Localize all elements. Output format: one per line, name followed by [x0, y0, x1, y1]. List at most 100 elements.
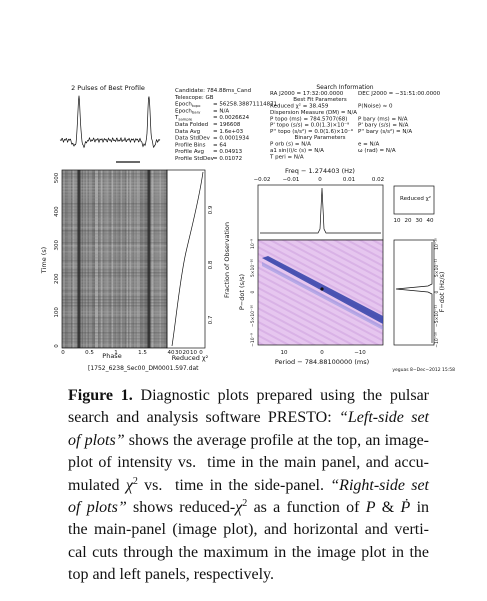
chi-tick: 10	[190, 350, 197, 356]
image-row	[62, 317, 167, 319]
image-stripe	[159, 170, 161, 348]
fraction-tick: 0.7	[208, 315, 214, 324]
freq-tick: −0.02	[254, 177, 271, 183]
info-name: Epoch	[175, 102, 192, 108]
image-row	[62, 236, 167, 238]
freq-tick: −0.01	[283, 177, 300, 183]
image-stripe	[116, 170, 118, 348]
info-row: Data StdDev	[175, 136, 211, 142]
image-row	[62, 314, 167, 316]
image-row	[62, 254, 167, 256]
caption-text: 2	[242, 498, 248, 510]
info-value: = 64	[213, 142, 227, 148]
info-name: Epoch	[175, 108, 192, 114]
image-row	[62, 272, 167, 274]
image-row	[62, 176, 167, 178]
search-row: e = N/A	[358, 142, 379, 148]
info-name: Data Avg	[175, 129, 200, 135]
period-tick: −10	[354, 350, 366, 356]
small-chi-tick: 30	[416, 218, 423, 224]
image-stripe	[74, 170, 76, 348]
pdot-tick: −5×10⁻¹⁰	[250, 305, 256, 327]
period-label: Period − 784.88100000 (ms)	[275, 358, 369, 366]
image-stripe	[105, 170, 107, 348]
info-row: Data Avg	[175, 129, 200, 135]
image-row	[62, 194, 167, 196]
image-stripe	[128, 170, 130, 348]
image-stripe	[140, 170, 142, 348]
image-stripe	[126, 170, 128, 348]
fraction-tick: 0.8	[208, 260, 214, 269]
filename: [1752_6238_Sec00_DM0001.597.dat	[88, 365, 199, 372]
image-row	[62, 191, 167, 193]
image-row	[62, 188, 167, 190]
fdot-tick: −5×10⁻¹¹	[434, 305, 440, 327]
image-stripe	[129, 170, 131, 348]
dec: DEC J2000 = −31:51:00.0000	[358, 91, 441, 97]
caption-text: in	[410, 499, 430, 517]
image-row	[62, 224, 167, 226]
image-stripe	[72, 170, 74, 348]
pulse-track	[147, 170, 151, 348]
image-row	[62, 170, 167, 172]
ra: RA J2000 = 17:32:00.0000	[270, 91, 344, 97]
image-stripe	[123, 170, 125, 348]
search-row: T peri = N/A	[269, 154, 304, 160]
fdot-tick: −10⁻¹⁰	[434, 332, 440, 348]
figure: 2 Pulses of Best Profile Time (s) Phase …	[40, 84, 455, 373]
search-row: P bary (ms) = N/A	[358, 116, 408, 122]
image-row	[62, 302, 167, 304]
freq-tick: 0.02	[372, 177, 384, 183]
caption-line: the main-panel (image plot), and horizon…	[68, 519, 429, 541]
caption-line: Figure 1. Diagnostic plots prepared usin…	[68, 385, 429, 407]
info-sub: topo	[192, 103, 201, 108]
image-row	[62, 311, 167, 313]
image-stripe	[71, 170, 73, 348]
image-row	[62, 284, 167, 286]
image-row	[62, 269, 167, 271]
info-row: Epochtopo	[175, 102, 201, 108]
profile-curve	[59, 95, 161, 149]
image-stripe	[69, 170, 71, 348]
caption-text: of plots”	[68, 499, 127, 517]
info-value: = 1.6e+03	[213, 129, 244, 135]
time-tick: 0	[54, 344, 60, 348]
image-stripe	[134, 170, 136, 348]
image-row	[62, 221, 167, 223]
image-stripe	[131, 170, 133, 348]
small-chi-tick: 20	[405, 218, 412, 224]
image-stripe	[125, 170, 127, 348]
image-row	[62, 323, 167, 325]
info-value: = 56258.38871114871	[213, 102, 277, 108]
legend-box	[393, 185, 435, 215]
caption-line: search and analysis software PRESTO: “Le…	[68, 407, 429, 429]
caption-text: “Left-side set	[339, 409, 429, 427]
image-row	[62, 263, 167, 265]
image-row	[62, 251, 167, 253]
image-stripe	[84, 170, 86, 348]
caption-line: cal cuts through the maximum in the imag…	[68, 542, 429, 564]
info-value: = N/A	[213, 108, 229, 114]
chi-image	[257, 239, 384, 346]
image-stripe	[146, 170, 148, 348]
info-row: Profile StdDev	[175, 156, 215, 162]
image-row	[62, 215, 167, 217]
caption-text: the main-panel (image plot), and horizon…	[68, 521, 429, 539]
image-stripe	[89, 170, 91, 348]
fdot-tick: 5×10⁻¹¹	[434, 259, 440, 278]
image-stripe	[62, 170, 64, 348]
image-stripe	[65, 170, 67, 348]
time-tick: 200	[54, 273, 60, 284]
image-stripe	[83, 170, 85, 348]
image-stripe	[150, 170, 152, 348]
best-fit-heading: Best Fit Parameters	[293, 97, 347, 103]
image-row	[62, 296, 167, 298]
image-row	[62, 203, 167, 205]
phase-tick: 0.5	[85, 350, 94, 356]
image-stripe	[122, 170, 124, 348]
image-row	[62, 335, 167, 337]
image-row	[62, 245, 167, 247]
info-name: Profile StdDev	[175, 156, 215, 162]
image-row	[62, 305, 167, 307]
image-stripe	[95, 170, 97, 348]
